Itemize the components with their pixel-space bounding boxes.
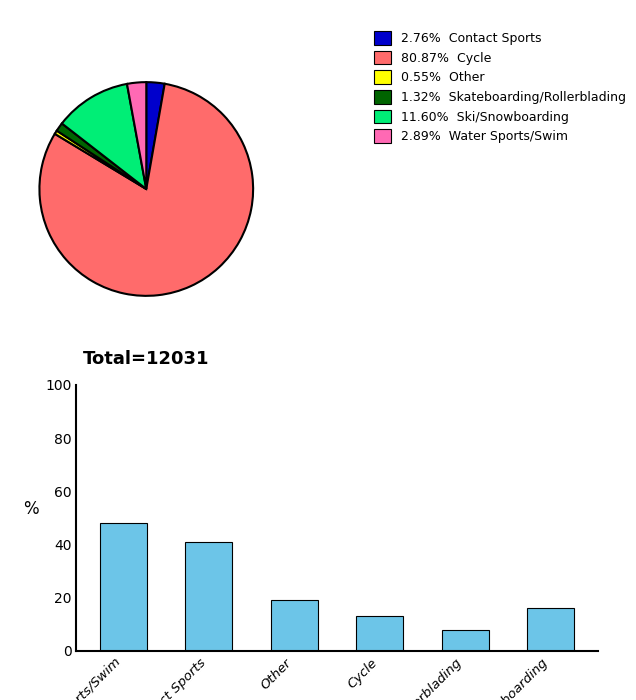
Y-axis label: %: % bbox=[24, 500, 39, 518]
Bar bbox=[442, 630, 488, 651]
Bar bbox=[271, 601, 318, 651]
Wedge shape bbox=[57, 123, 146, 189]
Bar bbox=[186, 542, 232, 651]
Wedge shape bbox=[39, 84, 253, 296]
Wedge shape bbox=[127, 82, 146, 189]
Bar bbox=[100, 524, 147, 651]
Text: Total=12031: Total=12031 bbox=[83, 350, 209, 368]
Wedge shape bbox=[55, 131, 146, 189]
Legend: 2.76%  Contact Sports, 80.87%  Cycle, 0.55%  Other, 1.32%  Skateboarding/Rollerb: 2.76% Contact Sports, 80.87% Cycle, 0.55… bbox=[370, 27, 630, 147]
Bar bbox=[527, 608, 574, 651]
Bar bbox=[356, 617, 403, 651]
Wedge shape bbox=[146, 82, 165, 189]
Wedge shape bbox=[62, 84, 146, 189]
